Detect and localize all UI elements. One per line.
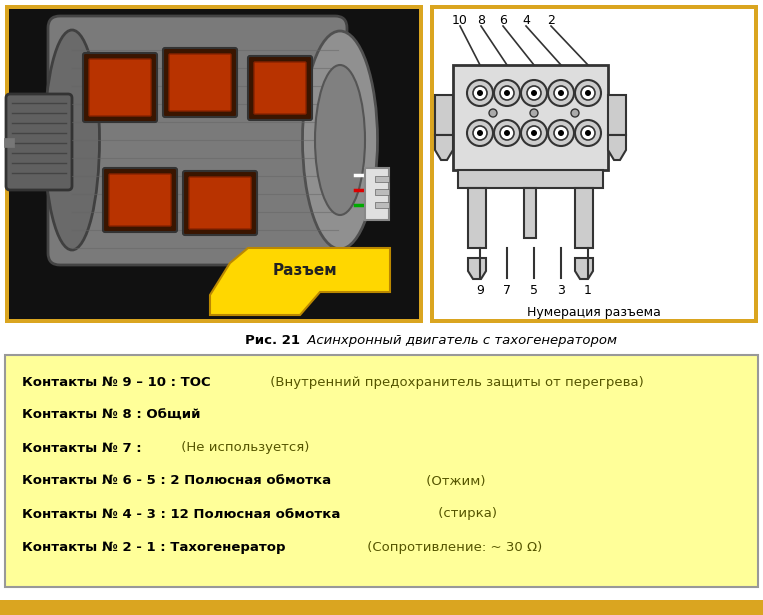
Text: (Отжим): (Отжим) [422, 475, 485, 488]
Circle shape [504, 130, 510, 136]
Text: (Не используется): (Не используется) [177, 442, 310, 454]
Bar [375, 176, 389, 182]
Circle shape [548, 120, 574, 146]
Text: Контакты № 7 :: Контакты № 7 : [22, 442, 142, 454]
Circle shape [527, 126, 541, 140]
FancyBboxPatch shape [254, 62, 306, 114]
Ellipse shape [315, 65, 365, 215]
Circle shape [473, 86, 487, 100]
Text: (стирка): (стирка) [434, 507, 497, 520]
Circle shape [531, 90, 537, 96]
FancyBboxPatch shape [6, 94, 72, 190]
Circle shape [473, 126, 487, 140]
Circle shape [494, 80, 520, 106]
Text: Нумерация разъема: Нумерация разъема [527, 306, 661, 319]
Circle shape [477, 130, 483, 136]
Circle shape [527, 86, 541, 100]
Text: 8: 8 [477, 14, 485, 26]
FancyBboxPatch shape [83, 53, 157, 122]
Bar [375, 189, 389, 195]
Circle shape [554, 86, 568, 100]
Bar [375, 202, 389, 208]
Circle shape [467, 120, 493, 146]
Ellipse shape [302, 31, 378, 249]
Circle shape [494, 120, 520, 146]
Text: 7: 7 [503, 284, 511, 296]
Text: 6: 6 [499, 14, 507, 26]
Text: Контакты № 4 - 3 : 12 Полюсная обмотка: Контакты № 4 - 3 : 12 Полюсная обмотка [22, 507, 340, 520]
FancyBboxPatch shape [48, 16, 347, 265]
Polygon shape [468, 258, 486, 279]
Circle shape [581, 126, 595, 140]
Polygon shape [575, 258, 593, 279]
Circle shape [521, 80, 547, 106]
Text: (Внутренний предохранитель защиты от перегрева): (Внутренний предохранитель защиты от пер… [266, 376, 644, 389]
Text: 5: 5 [530, 284, 538, 296]
Text: Асинхронный двигатель с тахогенератором: Асинхронный двигатель с тахогенератором [303, 333, 617, 346]
FancyBboxPatch shape [109, 174, 171, 226]
Bar [524, 188, 536, 238]
FancyBboxPatch shape [183, 171, 257, 235]
FancyBboxPatch shape [0, 600, 763, 615]
Circle shape [530, 109, 538, 117]
FancyBboxPatch shape [365, 168, 389, 220]
Bar [468, 188, 486, 248]
Circle shape [575, 80, 601, 106]
FancyBboxPatch shape [163, 48, 237, 117]
Text: Контакты № 8 : Общий: Контакты № 8 : Общий [22, 408, 201, 421]
Circle shape [477, 90, 483, 96]
Text: 3: 3 [557, 284, 565, 296]
Text: (Сопротивление: ~ 30 Ω): (Сопротивление: ~ 30 Ω) [363, 541, 542, 554]
FancyBboxPatch shape [9, 9, 419, 319]
Text: 4: 4 [522, 14, 530, 26]
Text: Контакты № 2 - 1 : Тахогенератор: Контакты № 2 - 1 : Тахогенератор [22, 541, 285, 554]
Text: 9: 9 [476, 284, 484, 296]
Circle shape [585, 90, 591, 96]
Text: Контакты № 6 - 5 : 2 Полюсная обмотка: Контакты № 6 - 5 : 2 Полюсная обмотка [22, 475, 331, 488]
Circle shape [548, 80, 574, 106]
FancyBboxPatch shape [169, 54, 231, 111]
Bar [575, 188, 593, 248]
FancyBboxPatch shape [608, 95, 626, 135]
Circle shape [554, 126, 568, 140]
Text: 1: 1 [584, 284, 592, 296]
Circle shape [575, 120, 601, 146]
FancyBboxPatch shape [5, 355, 758, 587]
Circle shape [467, 80, 493, 106]
FancyBboxPatch shape [89, 59, 151, 116]
Circle shape [489, 109, 497, 117]
Circle shape [500, 86, 514, 100]
Text: Контакты № 9 – 10 : ТОС: Контакты № 9 – 10 : ТОС [22, 376, 211, 389]
Polygon shape [608, 135, 626, 160]
FancyBboxPatch shape [458, 170, 603, 188]
Circle shape [558, 130, 564, 136]
Circle shape [585, 130, 591, 136]
Circle shape [571, 109, 579, 117]
Circle shape [558, 90, 564, 96]
Text: Рис. 21: Рис. 21 [245, 333, 300, 346]
Polygon shape [210, 248, 390, 315]
FancyBboxPatch shape [430, 5, 758, 323]
Circle shape [581, 86, 595, 100]
Circle shape [521, 120, 547, 146]
Ellipse shape [44, 30, 99, 250]
Circle shape [500, 126, 514, 140]
Circle shape [504, 90, 510, 96]
FancyBboxPatch shape [248, 56, 312, 120]
Circle shape [531, 130, 537, 136]
Text: 2: 2 [547, 14, 555, 26]
FancyBboxPatch shape [189, 177, 251, 229]
Text: Разъем: Разъем [272, 263, 337, 277]
FancyBboxPatch shape [103, 168, 177, 232]
FancyBboxPatch shape [453, 65, 608, 170]
FancyBboxPatch shape [5, 5, 423, 323]
FancyBboxPatch shape [434, 9, 754, 319]
Text: 10: 10 [452, 14, 468, 26]
FancyBboxPatch shape [435, 95, 453, 135]
Polygon shape [435, 135, 453, 160]
